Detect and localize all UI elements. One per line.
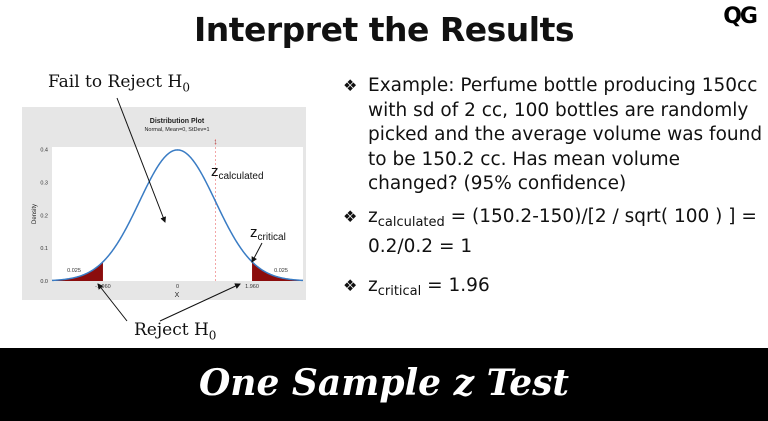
y-tick-label: 0.2 (40, 213, 48, 219)
fail-to-reject-label: Fail to Reject H0 (48, 72, 190, 95)
reference-line-label: 1 (214, 140, 217, 146)
x-tick-label: 1.960 (245, 284, 259, 290)
density-curve (51, 149, 304, 282)
bullet-z-critical: ❖ zcritical = 1.96 (343, 274, 763, 305)
logo: QG (723, 4, 758, 29)
x-tick-label: -1.960 (95, 284, 111, 290)
bullet-example: ❖ Example: Perfume bottle producing 150c… (343, 74, 763, 197)
annotation-arrow (251, 242, 263, 263)
bullet-list: ❖ Example: Perfume bottle producing 150c… (343, 74, 763, 312)
footer-title: One Sample z Test (198, 362, 570, 404)
slide-title: Interpret the Results (193, 10, 575, 49)
y-tick-label: 0.3 (40, 180, 48, 186)
tail-region-0 (52, 261, 103, 281)
chart-title: Distribution Plot (150, 118, 205, 125)
y-tick-label: 0.4 (40, 148, 48, 154)
diamond-bullet-icon: ❖ (343, 275, 358, 295)
x-tick-label: 0 (176, 284, 179, 290)
x-axis-label: X (175, 292, 180, 299)
footer-band: One Sample z Test (0, 348, 768, 421)
diamond-bullet-icon: ❖ (343, 76, 358, 95)
tail-area-label: 0.025 (274, 268, 288, 274)
annotation-arrow (116, 97, 166, 223)
tail-area-label: 0.025 (67, 268, 81, 274)
distribution-chart: Distribution Plot Normal, Mean=0, StDev=1… (22, 97, 306, 322)
y-axis-label: Density (32, 204, 38, 224)
tail-region-1 (252, 261, 303, 281)
reject-label: Reject H0 (134, 320, 217, 343)
annotation-arrow (97, 283, 128, 322)
annotation-arrow (159, 283, 241, 322)
chart-subtitle: Normal, Mean=0, StDev=1 (144, 127, 209, 133)
bullet-z-calculated: ❖ zcalculated = (150.2-150)/[2 / sqrt( 1… (343, 205, 763, 260)
y-tick-label: 0.1 (40, 246, 48, 252)
diamond-bullet-icon: ❖ (343, 206, 358, 226)
plot-area (52, 147, 303, 281)
y-tick-label: 0.0 (40, 279, 48, 285)
